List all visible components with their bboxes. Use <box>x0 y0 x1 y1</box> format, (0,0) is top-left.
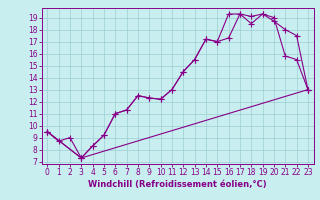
X-axis label: Windchill (Refroidissement éolien,°C): Windchill (Refroidissement éolien,°C) <box>88 180 267 189</box>
